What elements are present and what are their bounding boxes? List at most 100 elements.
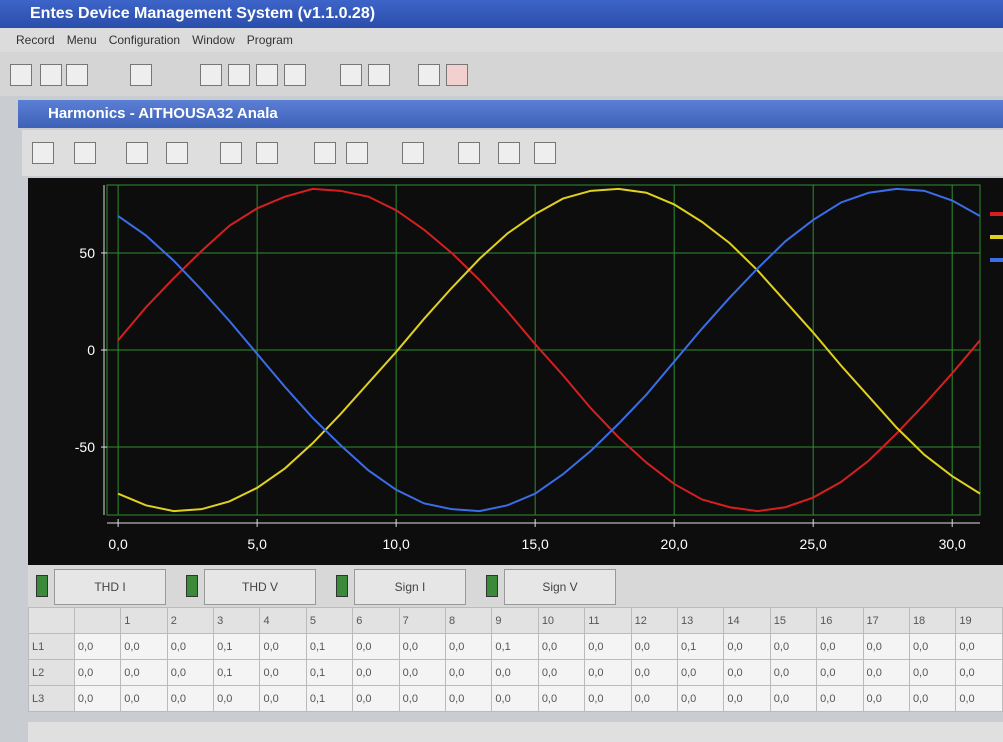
tool-button[interactable] (10, 64, 32, 86)
table-cell: 0,0 (492, 660, 538, 686)
table-cell: 0,0 (909, 686, 955, 712)
view-buttons: THD I THD V Sign I Sign V (28, 565, 1003, 607)
app-title: Entes Device Management System (v1.1.0.2… (0, 0, 1003, 28)
tool-button[interactable] (314, 142, 336, 164)
table-cell: 0,1 (306, 660, 352, 686)
tool-button[interactable] (228, 64, 250, 86)
table-cell: 0,0 (863, 686, 909, 712)
x-tick-label: 20,0 (661, 536, 688, 552)
table-cell: 0,0 (353, 634, 399, 660)
save-button[interactable] (498, 142, 520, 164)
column-header: 15 (770, 608, 816, 634)
window-title: Harmonics - AITHOUSA32 Anala (18, 100, 1003, 128)
tool-button[interactable] (40, 64, 62, 86)
menu-item[interactable]: Program (247, 33, 293, 47)
column-header: 11 (585, 608, 631, 634)
x-tick-label: 5,0 (247, 536, 267, 552)
x-tick-label: 15,0 (522, 536, 549, 552)
table-cell: 0,0 (121, 660, 167, 686)
table-cell: 0,0 (585, 660, 631, 686)
tab-button[interactable]: Sign I (354, 569, 466, 605)
table-cell: 0,0 (121, 686, 167, 712)
table-cell: 0,0 (538, 660, 584, 686)
tool-button[interactable] (346, 142, 368, 164)
table-cell: 0,1 (677, 634, 723, 660)
table-cell: 0,0 (724, 634, 770, 660)
table-cell: 0,0 (74, 634, 120, 660)
table-cell: 0,0 (724, 686, 770, 712)
table-cell: 0,0 (956, 634, 1003, 660)
header-cell (74, 608, 120, 634)
table-cell: 0,0 (121, 634, 167, 660)
column-header: 3 (214, 608, 260, 634)
column-header: 10 (538, 608, 584, 634)
tool-button[interactable] (368, 64, 390, 86)
toolbar (0, 52, 1003, 96)
table-cell: 0,0 (260, 634, 306, 660)
table-cell: 0,0 (353, 686, 399, 712)
zoom-out-button[interactable] (220, 142, 242, 164)
column-header: 8 (446, 608, 492, 634)
table-cell: 0,0 (863, 660, 909, 686)
table-cell: 0,0 (956, 660, 1003, 686)
table-cell: 0,1 (306, 634, 352, 660)
x-tick-label: 10,0 (383, 536, 410, 552)
copy-button[interactable] (458, 142, 480, 164)
page: Entes Device Management System (v1.1.0.2… (0, 0, 1003, 742)
tool-button[interactable] (130, 64, 152, 86)
table-cell: 0,0 (770, 686, 816, 712)
row-header: L3 (29, 686, 75, 712)
tool-button[interactable] (402, 142, 424, 164)
indicator (36, 575, 48, 597)
table-cell: 0,0 (585, 634, 631, 660)
tool-button[interactable] (418, 64, 440, 86)
pause-button[interactable] (74, 142, 96, 164)
column-header: 4 (260, 608, 306, 634)
table-cell: 0,0 (538, 634, 584, 660)
column-header: 2 (167, 608, 213, 634)
play-button[interactable] (32, 142, 54, 164)
column-header: 12 (631, 608, 677, 634)
table-cell: 0,0 (492, 686, 538, 712)
x-tick-label: 25,0 (800, 536, 827, 552)
table-cell: 0,0 (770, 660, 816, 686)
tool-button[interactable] (66, 64, 88, 86)
print-button[interactable] (534, 142, 556, 164)
scrollbar[interactable] (28, 722, 1003, 742)
column-header: 13 (677, 608, 723, 634)
chart-background (28, 178, 1003, 565)
column-header: 5 (306, 608, 352, 634)
y-tick-label: -50 (75, 439, 95, 455)
table-cell: 0,0 (677, 686, 723, 712)
tool-button[interactable] (284, 64, 306, 86)
pan-button[interactable] (126, 142, 148, 164)
table-cell: 0,1 (214, 634, 260, 660)
chart-toolbar (22, 130, 1003, 176)
table-cell: 0,0 (770, 634, 816, 660)
tab-button[interactable]: Sign V (504, 569, 616, 605)
table-cell: 0,0 (214, 686, 260, 712)
table-cell: 0,0 (631, 686, 677, 712)
menu-item[interactable]: Configuration (109, 33, 180, 47)
zoom-in-button[interactable] (256, 142, 278, 164)
menu-item[interactable]: Record (16, 33, 55, 47)
table-cell: 0,0 (74, 660, 120, 686)
column-header: 14 (724, 608, 770, 634)
table-cell: 0,0 (399, 634, 445, 660)
tool-button[interactable] (200, 64, 222, 86)
table-cell: 0,0 (817, 686, 863, 712)
tool-button[interactable] (340, 64, 362, 86)
tool-button[interactable] (256, 64, 278, 86)
header-cell (29, 608, 75, 634)
table-cell: 0,0 (724, 660, 770, 686)
tab-button[interactable]: THD I (54, 569, 166, 605)
menu-item[interactable]: Menu (67, 33, 97, 47)
zoom-button[interactable] (166, 142, 188, 164)
tab-button[interactable]: THD V (204, 569, 316, 605)
menu-item[interactable]: Window (192, 33, 235, 47)
table-cell: 0,0 (817, 634, 863, 660)
tool-button[interactable] (446, 64, 468, 86)
